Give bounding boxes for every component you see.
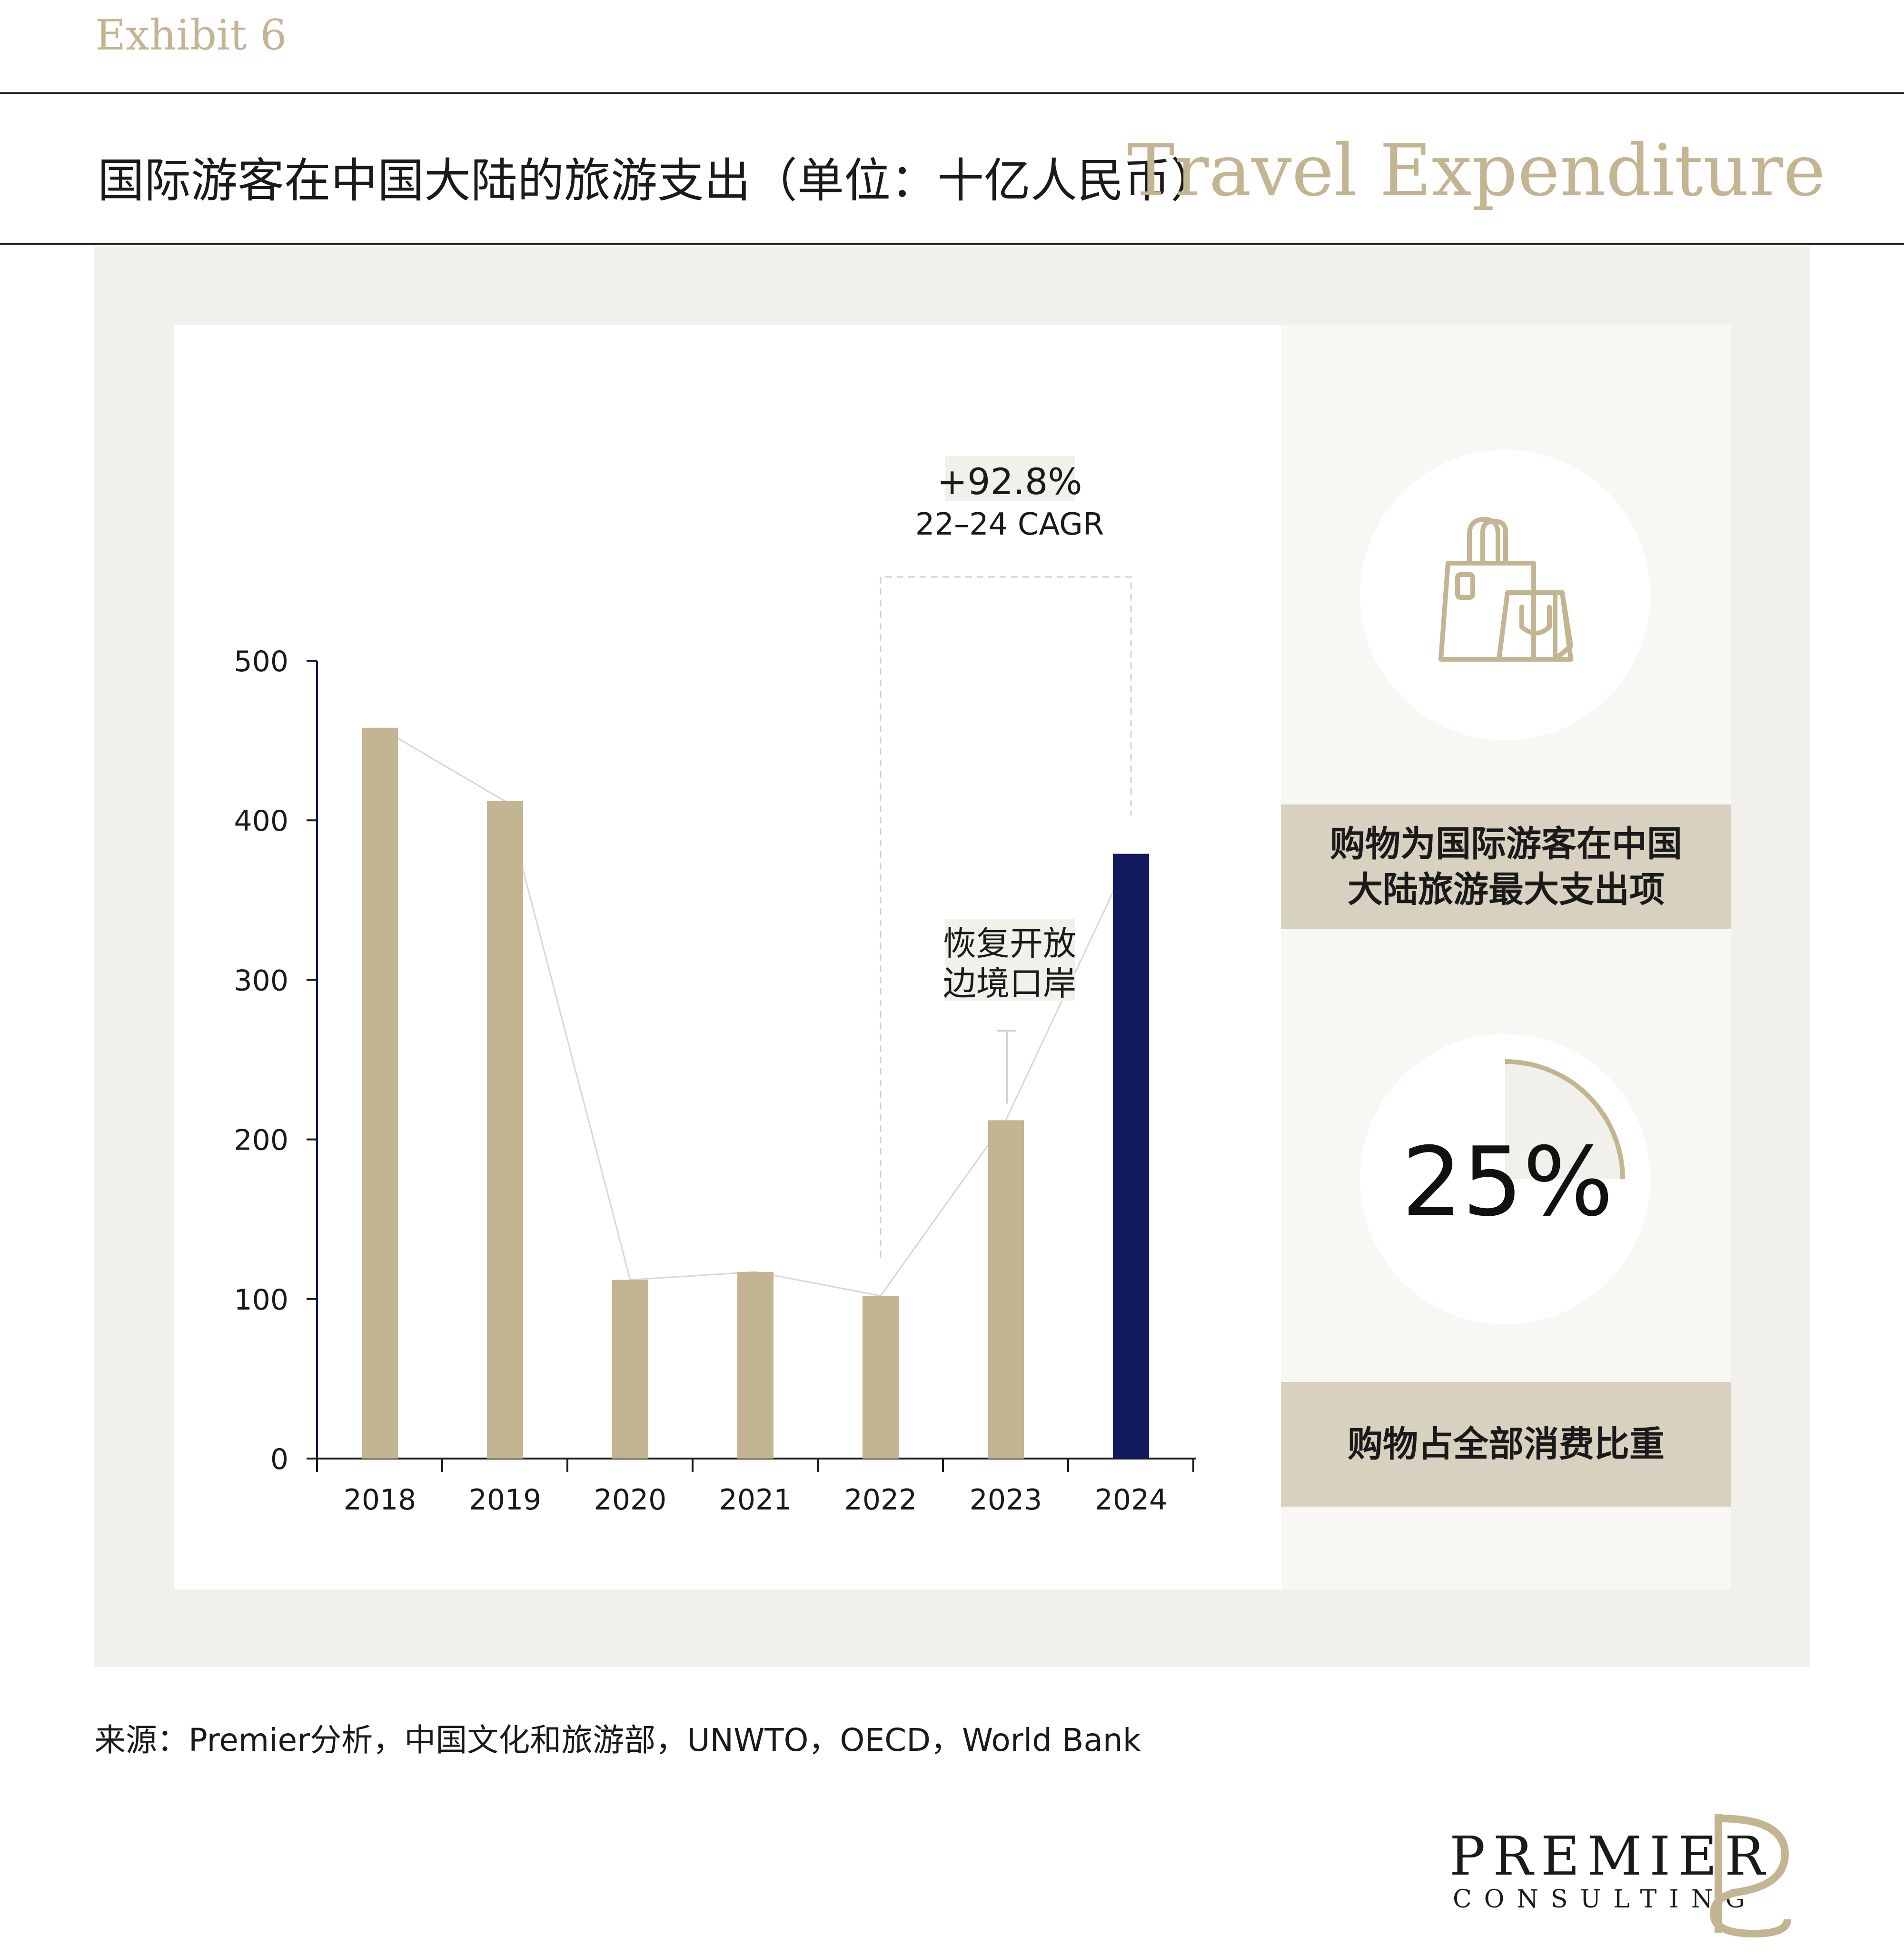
cagr-bracket	[880, 576, 1132, 1258]
x-tick-label: 2020	[594, 1483, 667, 1517]
y-tick-label: 200	[234, 1124, 288, 1157]
bar-2024	[1113, 854, 1149, 1459]
bar-2022	[863, 1296, 899, 1459]
y-tick-label: 100	[234, 1283, 288, 1317]
reopen-label-line1: 恢复开放	[943, 924, 1076, 963]
title-divider	[0, 243, 1904, 245]
share-slice	[1505, 1062, 1623, 1179]
chart-title-en: Travel Expenditure	[1127, 129, 1825, 212]
y-tick-label: 300	[234, 964, 288, 997]
x-tick-label: 2021	[719, 1483, 792, 1517]
exhibit-label: Exhibit 6	[95, 10, 287, 60]
premier-logo-mark	[1709, 1814, 1791, 1937]
y-tick-label: 0	[270, 1443, 288, 1476]
chart-title-cn: 国际游客在中国大陆的旅游支出（单位：十亿人民币）	[98, 154, 1218, 208]
reopen-label-bg	[945, 919, 1075, 1001]
share-percent: 25%	[1402, 1127, 1614, 1238]
shopping-label-line1: 购物为国际游客在中国	[1330, 823, 1682, 864]
x-tick-label: 2018	[344, 1483, 416, 1517]
x-tick-label: 2024	[1095, 1483, 1168, 1517]
cagr-label-bg	[945, 456, 1075, 501]
logo-wordmark: PREMIER	[1449, 1826, 1773, 1887]
chart-card	[174, 325, 1281, 1589]
x-tick-label: 2019	[469, 1483, 542, 1517]
logo-subtitle: CONSULTING	[1453, 1885, 1757, 1914]
top-divider	[0, 92, 1904, 94]
bar-2018	[362, 727, 398, 1459]
shopping-top-spend-label: 购物为国际游客在中国 大陆旅游最大支出项	[1281, 804, 1731, 929]
y-tick-label: 400	[234, 804, 288, 838]
reopen-label-line2: 边境口岸	[943, 964, 1076, 1003]
x-tick-label: 2022	[844, 1483, 917, 1517]
shopping-label-line2: 大陆旅游最大支出项	[1348, 869, 1665, 910]
share-arc	[1505, 1059, 1625, 1180]
cagr-label: 22–24 CAGR	[915, 507, 1104, 542]
bar-chart: 0 100 200 300 400 500 2018 2019 2020 2021 2022 2023…	[234, 456, 1196, 1517]
share-circle: 25%	[1360, 1034, 1650, 1324]
shopping-icon-circle	[1360, 450, 1650, 740]
x-tick-label: 2023	[970, 1483, 1042, 1517]
cagr-value: +92.8%	[937, 460, 1082, 503]
shopping-share-label: 购物占全部消费比重	[1281, 1382, 1731, 1507]
bar-2019	[487, 801, 523, 1459]
share-quarter-chart: 25%	[1402, 1059, 1625, 1238]
shopping-bags-icon	[1438, 517, 1573, 662]
y-tick-label: 500	[234, 645, 288, 678]
bar-2023	[988, 1120, 1024, 1459]
source-note: 来源：Premier分析，中国文化和旅游部，UNWTO，OECD，World B…	[94, 1722, 1141, 1758]
bar-2020	[612, 1280, 648, 1459]
bar-2021	[737, 1271, 774, 1459]
